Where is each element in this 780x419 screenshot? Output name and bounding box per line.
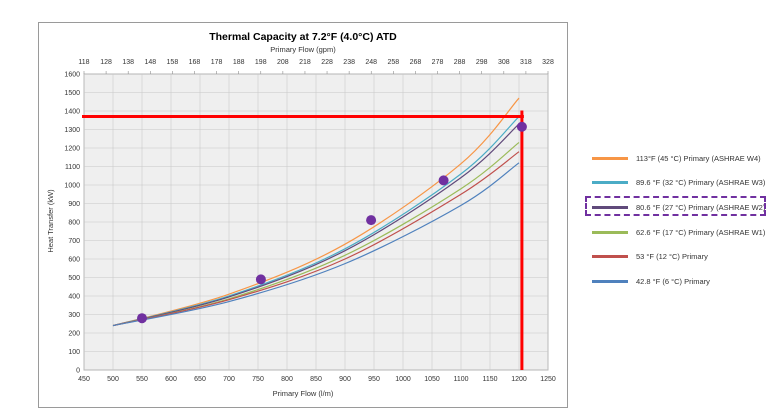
top-tick-label: 218: [299, 59, 311, 66]
legend-swatch: [592, 156, 628, 160]
top-tick-label: 268: [410, 59, 422, 66]
top-tick-label: 278: [432, 59, 444, 66]
legend-label: 113°F (45 °C) Primary (ASHRAE W4): [636, 153, 761, 163]
x-tick-label: 1150: [482, 376, 497, 383]
x-tick-label: 500: [107, 376, 119, 383]
top-tick-label: 128: [100, 59, 112, 66]
data-point-marker: [255, 274, 266, 285]
legend-item: 53 °F (12 °C) Primary: [592, 244, 772, 269]
y-tick-label: 1400: [64, 109, 80, 116]
y-tick-label: 1000: [64, 183, 80, 190]
y-tick-label: 700: [68, 238, 80, 245]
x-tick-label: 1200: [511, 376, 527, 383]
y-tick-label: 1100: [65, 164, 80, 171]
chart-frame: Thermal Capacity at 7.2°F (4.0°C) ATD Pr…: [38, 22, 568, 408]
legend-swatch: [592, 279, 628, 283]
series-lines: [112, 97, 520, 327]
legend-label: 42.8 °F (6 °C) Primary: [636, 276, 710, 286]
top-axis-label: Primary Flow (gpm): [270, 45, 336, 54]
tick-labels: 450 500 550 600 650 700 750 800 850 900 950 1000 105…: [64, 59, 555, 383]
x-tick-label: 700: [223, 376, 235, 383]
top-tick-label: 238: [343, 59, 355, 66]
legend-label: 62.6 °F (17 °C) Primary (ASHRAE W1): [636, 227, 766, 237]
y-tick-label: 1600: [64, 72, 80, 79]
reference-lines: [82, 110, 524, 370]
legend-swatch: [592, 205, 628, 209]
y-tick-label: 1500: [64, 90, 80, 97]
top-tick-label: 118: [78, 59, 89, 66]
top-tick-label: 288: [454, 59, 466, 66]
series-line-5: [112, 162, 520, 327]
top-tick-label: 248: [365, 59, 377, 66]
top-tick-label: 318: [520, 59, 532, 66]
chart-title: Thermal Capacity at 7.2°F (4.0°C) ATD: [209, 31, 397, 43]
top-tick-label: 308: [498, 59, 510, 66]
x-tick-label: 550: [136, 376, 148, 383]
y-tick-label: 400: [68, 294, 80, 301]
top-tick-label: 228: [321, 59, 333, 66]
top-tick-label: 258: [387, 59, 399, 66]
x-tick-label: 950: [368, 376, 380, 383]
series-line-4: [112, 151, 520, 327]
top-tick-label: 158: [167, 59, 179, 66]
top-tick-label: 148: [144, 59, 156, 66]
series-line-2: [112, 123, 520, 327]
x-tick-label: 900: [339, 376, 351, 383]
x-tick-label: 600: [165, 376, 177, 383]
legend-item: 62.6 °F (17 °C) Primary (ASHRAE W1): [592, 220, 772, 245]
thermal-capacity-chart: Thermal Capacity at 7.2°F (4.0°C) ATD Pr…: [46, 31, 556, 398]
x-tick-label: 800: [281, 376, 293, 383]
y-tick-label: 1300: [64, 127, 80, 134]
top-tick-label: 208: [277, 59, 289, 66]
legend: 113°F (45 °C) Primary (ASHRAE W4) 89.6 °F…: [585, 146, 772, 294]
top-tick-label: 138: [122, 59, 134, 66]
top-tick-label: 198: [255, 59, 267, 66]
x-tick-label: 650: [194, 376, 206, 383]
y-tick-label: 800: [68, 220, 80, 227]
legend-item: 113°F (45 °C) Primary (ASHRAE W4): [592, 146, 772, 171]
legend-highlight-box: [585, 196, 766, 217]
y-axis-label: Heat Transfer (kW): [46, 189, 55, 253]
y-tick-label: 100: [68, 349, 80, 356]
x-axis-label: Primary Flow (l/m): [273, 389, 334, 398]
top-tick-label: 168: [189, 59, 201, 66]
top-tick-label: 188: [233, 59, 245, 66]
series-line-0: [112, 97, 520, 327]
markers: [137, 121, 527, 324]
x-tick-label: 850: [310, 376, 322, 383]
legend-swatch: [592, 255, 628, 259]
x-tick-label: 1100: [453, 376, 468, 383]
y-tick-label: 600: [68, 257, 80, 264]
legend-label: 89.6 °F (32 °C) Primary (ASHRAE W3): [636, 178, 766, 188]
x-tick-label: 450: [78, 376, 90, 383]
y-tick-label: 0: [76, 368, 80, 375]
y-tick-label: 200: [68, 331, 80, 338]
x-tick-label: 1250: [540, 376, 556, 383]
y-tick-label: 900: [68, 201, 80, 208]
x-tick-label: 750: [252, 376, 264, 383]
legend-item: 42.8 °F (6 °C) Primary: [592, 269, 772, 294]
y-tick-label: 1200: [64, 146, 80, 153]
data-point-marker: [516, 121, 527, 132]
data-point-marker: [366, 215, 377, 226]
data-point-marker: [438, 175, 449, 186]
legend-item: 80.6 °F (27 °C) Primary (ASHRAE W2): [585, 195, 772, 220]
y-tick-label: 300: [68, 312, 80, 319]
legend-swatch: [592, 181, 628, 185]
legend-label: 80.6 °F (27 °C) Primary (ASHRAE W2): [636, 202, 766, 212]
legend-swatch: [592, 230, 628, 234]
top-tick-label: 298: [476, 59, 488, 66]
y-tick-label: 500: [68, 275, 80, 282]
top-tick-label: 328: [542, 59, 554, 66]
top-tick-label: 178: [211, 59, 223, 66]
x-tick-label: 1050: [424, 376, 440, 383]
legend-item: 89.6 °F (32 °C) Primary (ASHRAE W3): [592, 171, 772, 196]
legend-label: 53 °F (12 °C) Primary: [636, 252, 708, 262]
data-point-marker: [137, 313, 147, 324]
x-tick-label: 1000: [395, 376, 411, 383]
